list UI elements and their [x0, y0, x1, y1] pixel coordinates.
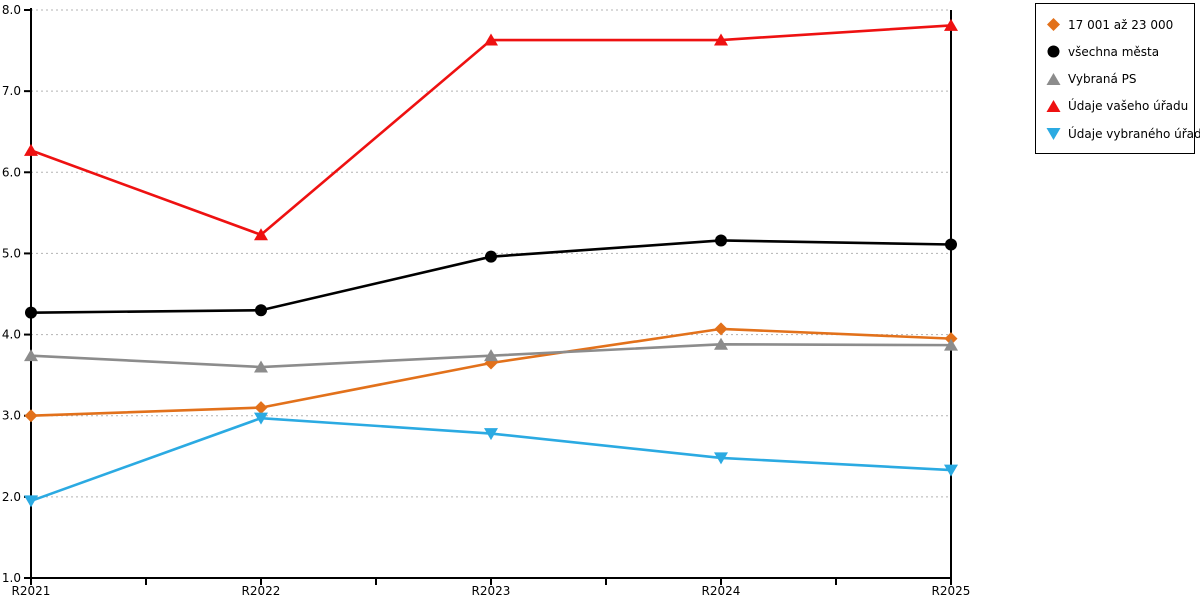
data-point-marker	[715, 234, 727, 247]
legend-item: Údaje vašeho úřadu	[1046, 99, 1190, 114]
x-tick-label: R2025	[932, 584, 971, 598]
diamond-marker-icon	[1047, 18, 1060, 31]
data-point-marker	[254, 412, 268, 425]
data-point-marker	[714, 33, 728, 46]
data-point-marker	[24, 495, 38, 508]
y-tick-label: 1.0	[2, 571, 21, 585]
data-point-marker	[714, 322, 728, 336]
series-3	[24, 18, 958, 241]
legend-item: všechna města	[1046, 44, 1190, 59]
legend-item: Vybraná PS	[1046, 72, 1190, 87]
data-point-marker	[484, 428, 498, 441]
circle-marker-shape	[1047, 45, 1060, 58]
data-point-marker	[944, 338, 958, 351]
x-tick-label: R2023	[472, 584, 511, 598]
triangle-up-marker-shape	[1046, 72, 1061, 85]
data-point-marker	[25, 306, 37, 319]
y-tick-label: 7.0	[2, 84, 21, 98]
data-point-marker	[24, 143, 38, 156]
circle-marker-icon	[1047, 45, 1060, 58]
legend-item-label: všechna města	[1068, 44, 1160, 59]
data-point-marker	[254, 360, 268, 373]
y-tick-label: 6.0	[2, 165, 21, 179]
series-0	[24, 322, 958, 423]
triangle-down-marker-shape	[1046, 128, 1061, 140]
triangle-up-marker-shape	[1046, 99, 1061, 112]
legend-item-label: 17 001 až 23 000	[1068, 17, 1174, 32]
data-point-marker	[944, 464, 958, 477]
legend-item: Údaje vybraného úřadu	[1046, 126, 1200, 141]
data-point-marker	[944, 18, 958, 31]
triangle-up-marker-icon	[1046, 72, 1061, 85]
y-tick-label: 5.0	[2, 246, 21, 260]
diamond-marker-shape	[1047, 18, 1060, 31]
data-point-marker	[945, 238, 957, 251]
data-point-marker	[255, 304, 267, 317]
legend-item-label: Údaje vybraného úřadu	[1068, 126, 1200, 141]
legend-item-label: Údaje vašeho úřadu	[1068, 99, 1189, 114]
data-point-marker	[254, 228, 268, 241]
series-line	[30, 327, 952, 418]
x-tick-label: R2022	[242, 584, 281, 598]
data-point-marker	[714, 452, 728, 465]
y-tick-label: 8.0	[2, 3, 21, 17]
legend-item: 17 001 až 23 000	[1046, 17, 1190, 32]
x-tick-label: R2024	[702, 584, 741, 598]
triangle-up-marker-icon	[1046, 99, 1061, 112]
data-point-marker	[24, 349, 38, 362]
series-2	[24, 337, 958, 373]
y-tick-label: 2.0	[2, 490, 21, 504]
data-point-marker	[484, 349, 498, 362]
x-tick-label: R2021	[12, 584, 51, 598]
y-tick-label: 4.0	[2, 328, 21, 342]
data-point-marker	[24, 409, 38, 423]
series-1	[25, 234, 957, 319]
data-point-marker	[254, 401, 268, 415]
legend-item-label: Vybraná PS	[1068, 72, 1137, 86]
data-point-marker	[485, 250, 497, 263]
triangle-down-marker-icon	[1046, 128, 1061, 140]
legend: 17 001 až 23 000 všechna města Vybraná PS Ú…	[1035, 3, 1200, 154]
series-line	[30, 24, 952, 237]
y-tick-label: 3.0	[2, 409, 21, 423]
data-point-marker	[714, 337, 728, 350]
series-4	[24, 412, 958, 508]
data-point-marker	[484, 33, 498, 46]
